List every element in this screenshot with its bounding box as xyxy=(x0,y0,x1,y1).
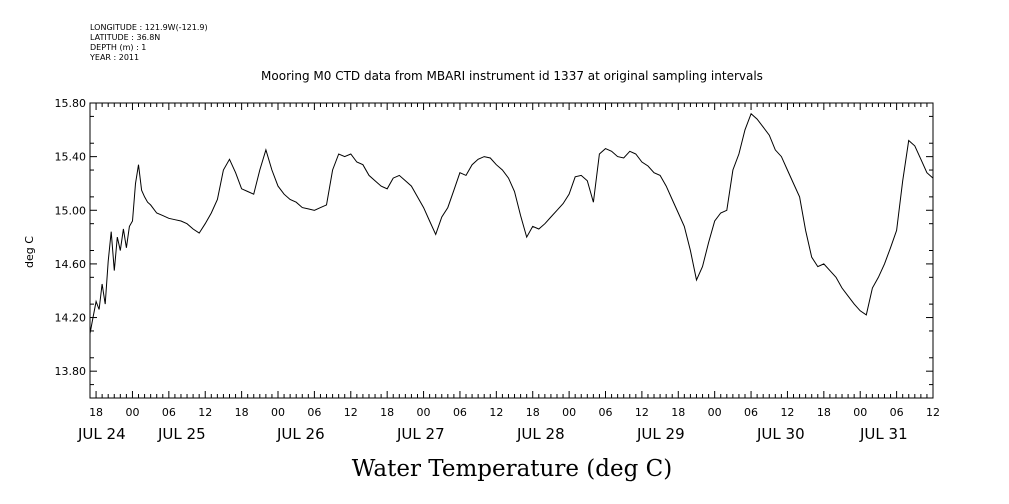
x-day-label: JUL 31 xyxy=(859,425,908,443)
x-tick-label: 12 xyxy=(635,406,649,419)
x-tick-label: 12 xyxy=(926,406,940,419)
x-tick-label: 00 xyxy=(562,406,576,419)
x-tick-label: 00 xyxy=(271,406,285,419)
meta-longitude: LONGITUDE : 121.9W(-121.9) xyxy=(90,23,208,32)
x-day-label: JUL 28 xyxy=(516,425,565,443)
x-tick-label: 18 xyxy=(671,406,685,419)
x-tick-label: 12 xyxy=(489,406,503,419)
x-tick-label: 06 xyxy=(162,406,176,419)
y-tick-label: 13.80 xyxy=(55,365,87,378)
series-layer xyxy=(89,112,934,334)
series-line xyxy=(89,112,934,334)
meta-year: YEAR : 2011 xyxy=(89,53,139,62)
y-axis-label: deg C xyxy=(23,236,36,268)
x-day-label: JUL 27 xyxy=(396,425,445,443)
x-axis: 18 00 06 12 18 00 06 12 18 00 06 12 18 00 06 12 18 00 06 12… xyxy=(77,103,940,443)
x-tick-label: 18 xyxy=(235,406,249,419)
x-day-label: JUL 29 xyxy=(636,425,685,443)
x-day-label: JUL 26 xyxy=(276,425,325,443)
x-axis-label: Water Temperature (deg C) xyxy=(352,456,672,482)
x-day-label: JUL 25 xyxy=(157,425,206,443)
x-tick-label: 00 xyxy=(853,406,867,419)
x-tick-label: 06 xyxy=(744,406,758,419)
x-tick-label: 18 xyxy=(89,406,103,419)
x-day-label: JUL 30 xyxy=(756,425,805,443)
meta-latitude: LATITUDE : 36.8N xyxy=(90,33,160,42)
y-tick-label: 15.80 xyxy=(55,97,87,110)
x-day-label: JUL 24 xyxy=(77,425,126,443)
x-tick-label: 18 xyxy=(817,406,831,419)
x-tick-label: 00 xyxy=(125,406,139,419)
y-tick-label: 14.20 xyxy=(55,312,87,325)
plot-frame xyxy=(89,102,934,399)
meta-depth: DEPTH (m) : 1 xyxy=(90,43,146,52)
x-tick-label: 00 xyxy=(708,406,722,419)
y-axis: 13.80 14.20 14.60 15.00 15.40 15.80 xyxy=(55,97,933,386)
chart-title: Mooring M0 CTD data from MBARI instrumen… xyxy=(261,69,763,83)
y-tick-label: 14.60 xyxy=(55,258,87,271)
x-tick-label: 12 xyxy=(344,406,358,419)
x-tick-label: 18 xyxy=(380,406,394,419)
x-tick-label: 12 xyxy=(198,406,212,419)
x-tick-label: 06 xyxy=(453,406,467,419)
x-tick-label: 18 xyxy=(526,406,540,419)
x-tick-label: 12 xyxy=(780,406,794,419)
x-tick-label: 06 xyxy=(599,406,613,419)
x-tick-label: 06 xyxy=(307,406,321,419)
y-tick-label: 15.00 xyxy=(55,204,87,217)
x-tick-label: 00 xyxy=(417,406,431,419)
y-tick-label: 15.40 xyxy=(55,151,87,164)
x-tick-label: 06 xyxy=(890,406,904,419)
